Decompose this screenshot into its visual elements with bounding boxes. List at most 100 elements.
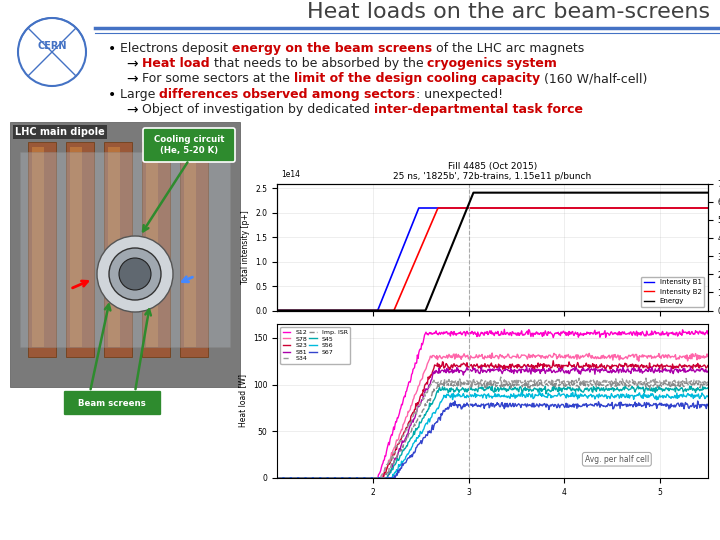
- Intensity B1: [598, 205, 606, 211]
- Text: LHC main dipole: LHC main dipole: [15, 127, 104, 137]
- S34: [496, 374, 505, 380]
- Bar: [108, 147, 120, 347]
- Imp. ISR: [468, 382, 477, 389]
- Intensity B1: [561, 205, 570, 211]
- Intensity B2: [561, 205, 570, 211]
- Intensity B1: [384, 282, 392, 288]
- S78: [349, 475, 358, 481]
- Imp. ISR: [560, 380, 569, 387]
- S45: [468, 387, 477, 393]
- S56: [703, 393, 712, 400]
- S67: [703, 402, 712, 409]
- Bar: [10, 122, 240, 387]
- Imp. ISR: [598, 382, 606, 389]
- S34: [349, 475, 358, 481]
- Intensity B2: [469, 205, 477, 211]
- S23: [273, 475, 282, 481]
- FancyBboxPatch shape: [63, 390, 162, 416]
- S23: [526, 362, 535, 369]
- Line: S45: S45: [277, 386, 708, 478]
- Line: S12: S12: [277, 329, 708, 478]
- Bar: [146, 147, 158, 347]
- Text: Heat load: Heat load: [142, 57, 210, 70]
- Intensity B1: [349, 307, 358, 314]
- Intensity B2: [273, 307, 282, 314]
- Line: S56: S56: [277, 391, 708, 478]
- S81: [384, 472, 392, 479]
- S34: [527, 379, 536, 386]
- S12: [527, 330, 536, 336]
- Energy: [527, 190, 536, 196]
- S23: [598, 362, 606, 369]
- Line: S67: S67: [277, 401, 708, 478]
- Text: differences observed among sectors: differences observed among sectors: [159, 88, 415, 101]
- S67: [561, 403, 570, 409]
- S56: [273, 475, 282, 481]
- Bar: [70, 147, 82, 347]
- Text: →: →: [126, 72, 138, 86]
- Text: limit of the design cooling capacity: limit of the design cooling capacity: [294, 72, 540, 85]
- Bar: [104, 142, 132, 357]
- S45: [526, 387, 535, 393]
- S12: [273, 475, 282, 481]
- S67: [527, 403, 536, 410]
- S34: [468, 383, 477, 389]
- Text: Object of investigation by dedicated: Object of investigation by dedicated: [142, 103, 374, 116]
- S78: [273, 475, 282, 481]
- S12: [384, 442, 392, 449]
- S81: [598, 365, 606, 372]
- Y-axis label: Heat load [W]: Heat load [W]: [238, 374, 248, 428]
- Text: →: →: [126, 103, 138, 117]
- Energy: [469, 190, 478, 196]
- Bar: [32, 147, 44, 347]
- Intensity B2: [384, 307, 392, 314]
- S34: [561, 381, 570, 388]
- S81: [468, 368, 477, 374]
- Text: CERN: CERN: [37, 41, 67, 51]
- S81: [561, 368, 570, 374]
- Text: →: →: [126, 57, 138, 71]
- Imp. ISR: [567, 377, 576, 384]
- Line: S78: S78: [277, 353, 708, 478]
- S56: [349, 475, 358, 481]
- Text: Electrons deposit: Electrons deposit: [120, 42, 232, 55]
- Bar: [184, 147, 196, 347]
- S12: [703, 330, 712, 337]
- S34: [384, 461, 392, 468]
- Circle shape: [109, 248, 161, 300]
- Text: : unexpected!: : unexpected!: [415, 88, 503, 101]
- Line: Intensity B1: Intensity B1: [277, 208, 708, 310]
- S67: [451, 398, 459, 404]
- Circle shape: [97, 236, 173, 312]
- S12: [349, 475, 358, 481]
- S67: [469, 403, 477, 410]
- S67: [273, 475, 282, 481]
- Imp. ISR: [273, 475, 282, 481]
- S56: [526, 394, 535, 400]
- S81: [703, 368, 712, 374]
- S12: [468, 328, 477, 335]
- S23: [468, 363, 477, 369]
- S23: [549, 357, 557, 364]
- S78: [384, 462, 392, 469]
- Line: S81: S81: [277, 367, 708, 478]
- Line: S23: S23: [277, 361, 708, 478]
- Legend: S12, S78, S23, S81, S34, Imp. ISR, S45, S56, S67: S12, S78, S23, S81, S34, Imp. ISR, S45, …: [280, 327, 350, 364]
- Text: •: •: [108, 88, 116, 102]
- Line: Intensity B2: Intensity B2: [277, 208, 708, 310]
- S23: [703, 362, 712, 369]
- Legend: Intensity B1, Intensity B2, Energy: Intensity B1, Intensity B2, Energy: [641, 276, 704, 307]
- Text: cryogenics system: cryogenics system: [427, 57, 557, 70]
- Intensity B1: [527, 205, 536, 211]
- Bar: [142, 142, 170, 357]
- Energy: [561, 190, 570, 196]
- Text: (160 W/half-cell): (160 W/half-cell): [540, 72, 647, 85]
- S12: [561, 329, 570, 335]
- Line: S34: S34: [277, 377, 708, 478]
- S12: [500, 326, 508, 333]
- Intensity B1: [415, 205, 424, 211]
- Text: Beam screens: Beam screens: [78, 399, 146, 408]
- S81: [273, 475, 282, 481]
- Bar: [28, 142, 56, 357]
- S81: [349, 475, 358, 481]
